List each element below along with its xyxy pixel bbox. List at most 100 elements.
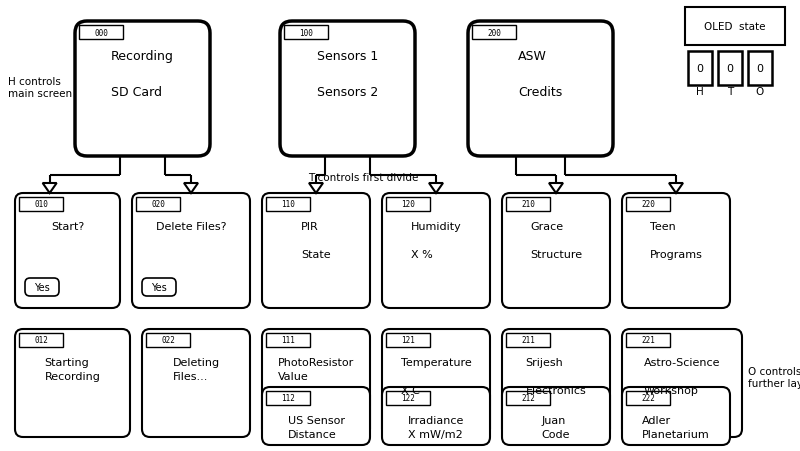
Bar [506,333,550,347]
FancyBboxPatch shape [132,193,250,308]
Text: Recording

SD Card: Recording SD Card [111,50,174,99]
Text: Yes: Yes [151,282,167,292]
Bar [685,8,785,46]
Text: 000: 000 [94,28,108,37]
FancyBboxPatch shape [15,329,130,437]
Text: Temperature

X C: Temperature X C [401,357,471,395]
Text: 122: 122 [401,394,415,403]
Bar [472,26,516,40]
FancyBboxPatch shape [75,22,210,156]
Bar [386,391,430,405]
Text: Irradiance
X mW/m2: Irradiance X mW/m2 [408,415,464,439]
Text: T: T [727,87,733,97]
Bar [626,333,670,347]
Bar [19,198,63,212]
Text: 210: 210 [521,200,535,209]
Text: Humidity

X %: Humidity X % [410,221,462,259]
Text: 0: 0 [757,64,763,74]
Text: Srijesh

Electronics: Srijesh Electronics [526,357,586,395]
Bar [386,198,430,212]
Text: 120: 120 [401,200,415,209]
Text: PhotoResistor
Value: PhotoResistor Value [278,357,354,381]
Text: US Sensor
Distance: US Sensor Distance [287,415,345,439]
Polygon shape [42,184,57,193]
Text: 121: 121 [401,336,415,345]
Text: 012: 012 [34,336,48,345]
FancyBboxPatch shape [468,22,613,156]
Text: 112: 112 [281,394,295,403]
Text: 211: 211 [521,336,535,345]
FancyBboxPatch shape [382,329,490,437]
Bar [284,26,328,40]
Text: 010: 010 [34,200,48,209]
Bar [506,391,550,405]
Bar [19,333,63,347]
Text: H controls
main screen: H controls main screen [8,77,72,99]
Bar [146,333,190,347]
FancyBboxPatch shape [382,387,490,445]
FancyBboxPatch shape [382,193,490,308]
Text: Starting
Recording: Starting Recording [45,357,101,381]
Text: Astro-Science

Workshop: Astro-Science Workshop [644,357,720,395]
Text: Deleting
Files...: Deleting Files... [173,357,219,381]
Text: Juan
Code: Juan Code [542,415,570,439]
Text: T controls first divide: T controls first divide [308,173,418,183]
Text: Sensors 1

Sensors 2: Sensors 1 Sensors 2 [317,50,378,99]
Bar [266,333,310,347]
Bar [626,391,670,405]
Text: 221: 221 [641,336,655,345]
FancyBboxPatch shape [502,329,610,437]
Text: 0: 0 [697,64,703,74]
Text: PIR

State: PIR State [301,221,331,259]
Bar [626,198,670,212]
FancyBboxPatch shape [502,193,610,308]
FancyBboxPatch shape [15,193,120,308]
Text: Delete Files?: Delete Files? [156,221,226,231]
Text: 200: 200 [487,28,501,37]
Bar [506,198,550,212]
Bar [748,52,772,86]
Bar [266,391,310,405]
Text: O: O [756,87,764,97]
Text: 0: 0 [726,64,734,74]
Text: 111: 111 [281,336,295,345]
FancyBboxPatch shape [262,387,370,445]
Text: OLED  state: OLED state [704,22,766,32]
FancyBboxPatch shape [280,22,415,156]
Text: Grace

Structure: Grace Structure [530,221,582,259]
Polygon shape [309,184,323,193]
FancyBboxPatch shape [25,278,59,296]
Text: Start?: Start? [51,221,84,231]
Polygon shape [549,184,563,193]
Text: O controls the
further layers: O controls the further layers [748,366,800,388]
Polygon shape [669,184,683,193]
FancyBboxPatch shape [622,387,730,445]
Polygon shape [184,184,198,193]
Text: 222: 222 [641,394,655,403]
Text: Teen

Programs: Teen Programs [650,221,702,259]
FancyBboxPatch shape [142,278,176,296]
FancyBboxPatch shape [262,329,370,437]
Text: Yes: Yes [34,282,50,292]
Text: Adler
Planetarium: Adler Planetarium [642,415,710,439]
Text: 020: 020 [151,200,165,209]
Polygon shape [429,184,443,193]
Text: H: H [696,87,704,97]
FancyBboxPatch shape [502,387,610,445]
FancyBboxPatch shape [262,193,370,308]
Text: 100: 100 [299,28,313,37]
FancyBboxPatch shape [622,193,730,308]
FancyBboxPatch shape [142,329,250,437]
Bar [79,26,123,40]
Text: 220: 220 [641,200,655,209]
Text: 110: 110 [281,200,295,209]
Text: ASW

Credits: ASW Credits [518,50,562,99]
Bar [688,52,712,86]
FancyBboxPatch shape [622,329,742,437]
Text: 022: 022 [161,336,175,345]
Bar [266,198,310,212]
Bar [136,198,180,212]
Bar [718,52,742,86]
Bar [386,333,430,347]
Text: 212: 212 [521,394,535,403]
